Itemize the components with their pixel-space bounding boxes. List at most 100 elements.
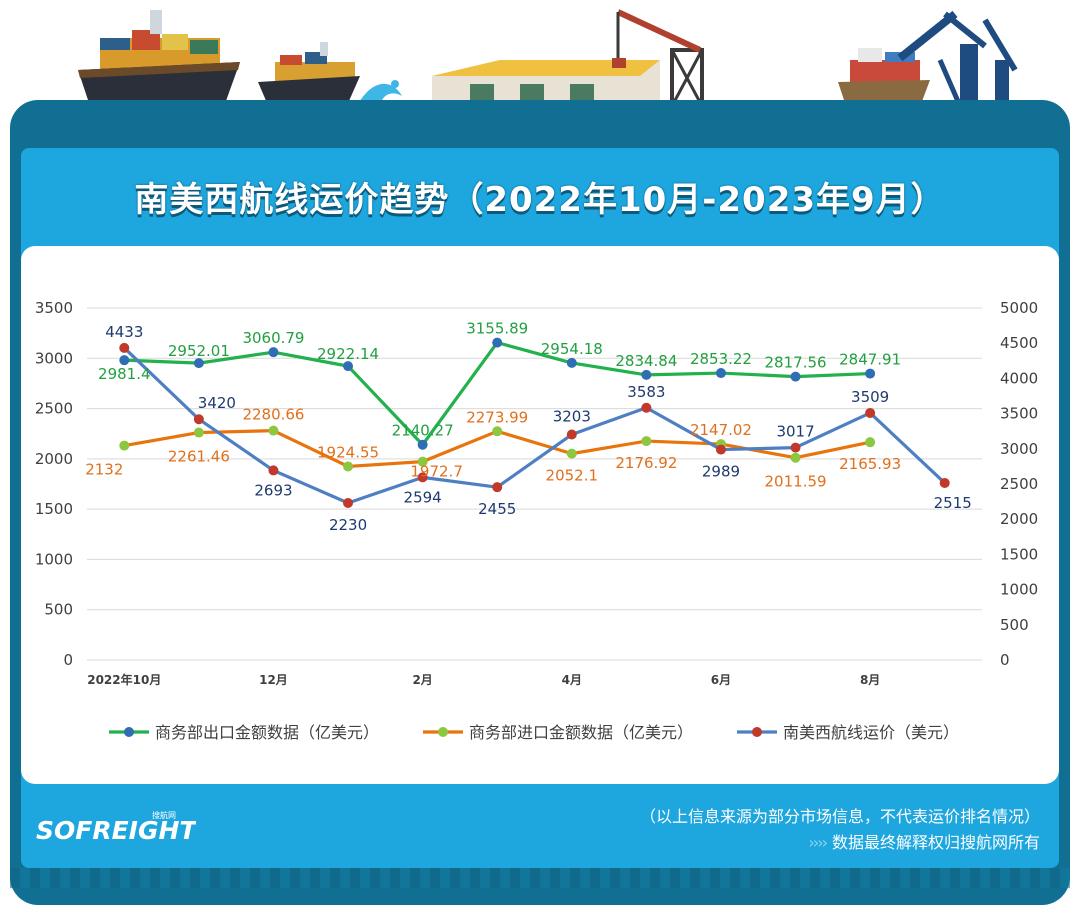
data-point (865, 437, 876, 448)
brand-logo: SOFREIGHT 搜航网 (36, 810, 196, 845)
data-labels: 2981.4 2952.01 3060.79 2922.14 2140.27 3155.8… (85, 320, 972, 534)
data-label: 2176.92 (615, 454, 677, 472)
series-line (123, 346, 946, 505)
y-right-tick-label: 2000 (1000, 510, 1038, 528)
data-label: 2834.84 (615, 352, 677, 370)
chart-card (21, 246, 1059, 784)
data-point (790, 442, 801, 453)
data-point (343, 461, 354, 472)
data-label: 2952.01 (168, 342, 230, 360)
legend-marker (124, 727, 134, 737)
y-left-tick-label: 1500 (35, 500, 73, 518)
data-label: 2853.22 (690, 350, 752, 368)
data-point (343, 361, 354, 372)
y-right-tick-label: 3000 (1000, 440, 1038, 458)
y-right-tick-label: 0 (1000, 651, 1010, 669)
data-label: 2165.93 (839, 455, 901, 473)
data-label: 3017 (776, 423, 814, 441)
container-ship-large-icon (78, 10, 240, 112)
harbor-crane-icon (612, 9, 704, 108)
data-label: 4433 (105, 323, 143, 341)
y-right-tick-label: 500 (1000, 616, 1029, 634)
page-title: 南美西航线运价趋势（2022年10月-2023年9月） (134, 180, 946, 220)
data-label: 2989 (702, 463, 740, 481)
chevrons-icon: ›››› (808, 833, 828, 852)
data-point (268, 465, 279, 476)
data-label: 2052.1 (546, 467, 599, 485)
data-point (715, 444, 726, 455)
data-label: 2847.91 (839, 351, 901, 369)
data-label: 2140.27 (392, 422, 454, 440)
data-point (119, 355, 130, 366)
data-point (566, 357, 577, 368)
data-label: 3420 (198, 394, 236, 412)
x-tick-label: 12月 (259, 673, 288, 687)
y-right-tick-label: 2500 (1000, 475, 1038, 493)
data-label: 2132 (85, 461, 123, 479)
x-tick-label: 6月 (711, 673, 731, 687)
data-point (268, 425, 279, 436)
y-left-tick-label: 0 (63, 651, 73, 669)
data-point (641, 436, 652, 447)
data-point (268, 347, 279, 358)
data-point (566, 448, 577, 459)
data-label: 2922.14 (317, 345, 379, 363)
data-label: 2261.46 (168, 448, 230, 466)
data-point (119, 342, 130, 353)
data-label: 3203 (553, 408, 591, 426)
legend-marker (752, 727, 762, 737)
data-label: 2515 (934, 494, 972, 512)
data-label: 2594 (404, 488, 442, 506)
legend-label: 商务部进口金额数据（亿美元） (469, 723, 693, 742)
footer-rights: 数据最终解释权归搜航网所有 (831, 833, 1040, 852)
data-label: 3509 (851, 388, 889, 406)
data-point (417, 456, 428, 467)
x-tick-label: 2022年10月 (87, 672, 161, 687)
data-label: 2693 (254, 481, 292, 499)
x-tick-label: 4月 (562, 673, 582, 687)
data-point (790, 452, 801, 463)
data-label: 2147.02 (690, 421, 752, 439)
legend-marker (438, 727, 448, 737)
gantry-crane-icon (897, 10, 1018, 107)
y-left-tick-label: 3000 (35, 349, 73, 367)
series-group (119, 337, 950, 509)
y-right-tick-label: 3500 (1000, 405, 1038, 423)
data-label: 2455 (478, 500, 516, 518)
data-point (343, 498, 354, 509)
data-point (715, 368, 726, 379)
y-right-tick-label: 1500 (1000, 545, 1038, 563)
legend-label: 商务部出口金额数据（亿美元） (155, 723, 379, 742)
y-left-tick-label: 500 (44, 601, 73, 619)
brand-logo-text: SOFREIGHT (36, 816, 196, 845)
data-point (193, 427, 204, 438)
footer-rights-line: ›››› 数据最终解释权归搜航网所有 (808, 829, 1040, 853)
y-left-tick-label: 3500 (35, 299, 73, 317)
data-label: 3583 (627, 383, 665, 401)
axes: 0 500 1000 1500 2000 2500 3000 3500 0 500 1000 1500… (35, 299, 1038, 687)
warehouse-icon (432, 60, 660, 104)
data-label: 2273.99 (466, 408, 528, 426)
data-point (641, 369, 652, 380)
data-point (492, 426, 503, 437)
x-tick-label: 2月 (412, 673, 432, 687)
data-point (641, 402, 652, 413)
data-point (492, 482, 503, 493)
data-point (566, 429, 577, 440)
data-label: 2230 (329, 516, 367, 534)
data-label: 2981.4 (98, 365, 151, 383)
data-point (939, 477, 950, 488)
legend: 商务部出口金额数据（亿美元） 商务部进口金额数据（亿美元） 南美西航线运价（美元） (109, 723, 959, 742)
y-left-tick-label: 1000 (35, 550, 73, 568)
data-point (119, 440, 130, 451)
header-illustration (78, 9, 1018, 112)
data-point (492, 337, 503, 348)
bottom-stripe (10, 868, 1070, 888)
data-label: 1972.7 (410, 463, 463, 481)
data-label: 3155.89 (466, 320, 528, 338)
data-label: 3060.79 (242, 329, 304, 347)
line-chart: 0 500 1000 1500 2000 2500 3000 3500 0 500 1000 1500… (35, 299, 1038, 742)
data-point (865, 407, 876, 418)
legend-label: 南美西航线运价（美元） (783, 723, 959, 742)
y-left-tick-label: 2500 (35, 400, 73, 418)
